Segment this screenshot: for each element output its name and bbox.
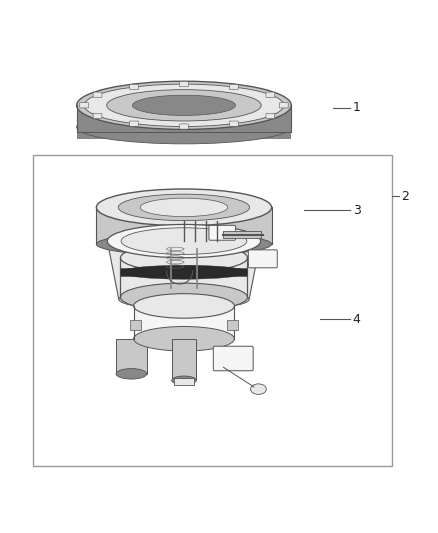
FancyBboxPatch shape — [130, 121, 138, 126]
FancyBboxPatch shape — [266, 92, 275, 98]
Ellipse shape — [84, 84, 284, 126]
Bar — [134, 306, 234, 339]
FancyBboxPatch shape — [180, 82, 188, 87]
FancyBboxPatch shape — [180, 124, 188, 129]
Ellipse shape — [120, 283, 247, 311]
FancyBboxPatch shape — [80, 103, 88, 108]
Bar — [120, 258, 247, 297]
Text: 1: 1 — [353, 101, 360, 115]
Ellipse shape — [77, 110, 291, 144]
FancyBboxPatch shape — [213, 346, 253, 371]
FancyBboxPatch shape — [130, 84, 138, 90]
Ellipse shape — [134, 327, 234, 351]
Polygon shape — [96, 207, 272, 244]
Ellipse shape — [107, 90, 261, 121]
Text: 4: 4 — [353, 312, 360, 326]
Ellipse shape — [134, 294, 234, 318]
Bar — [130, 320, 141, 330]
Ellipse shape — [120, 265, 247, 279]
FancyBboxPatch shape — [266, 114, 275, 118]
Bar — [172, 339, 196, 381]
Text: 3: 3 — [353, 204, 360, 217]
Bar — [77, 112, 291, 139]
Ellipse shape — [132, 95, 236, 116]
FancyBboxPatch shape — [248, 250, 277, 268]
FancyBboxPatch shape — [93, 114, 102, 118]
Bar — [227, 320, 238, 330]
Ellipse shape — [118, 194, 250, 221]
Ellipse shape — [77, 81, 291, 130]
FancyBboxPatch shape — [230, 84, 238, 90]
Bar — [174, 378, 194, 385]
Ellipse shape — [251, 384, 266, 394]
Bar — [223, 231, 261, 238]
Bar — [33, 155, 392, 466]
FancyBboxPatch shape — [209, 225, 236, 240]
Bar — [120, 268, 247, 276]
Ellipse shape — [120, 244, 247, 272]
Text: 2: 2 — [401, 190, 409, 203]
FancyBboxPatch shape — [230, 121, 238, 126]
FancyBboxPatch shape — [93, 92, 102, 98]
Ellipse shape — [96, 233, 272, 255]
Ellipse shape — [121, 228, 247, 254]
Ellipse shape — [119, 289, 249, 309]
Ellipse shape — [107, 224, 261, 258]
Ellipse shape — [172, 376, 196, 385]
FancyBboxPatch shape — [279, 103, 288, 108]
Ellipse shape — [116, 368, 147, 379]
Polygon shape — [107, 241, 261, 300]
Ellipse shape — [140, 198, 228, 216]
Ellipse shape — [96, 189, 272, 226]
Polygon shape — [116, 339, 147, 374]
Polygon shape — [77, 106, 291, 132]
